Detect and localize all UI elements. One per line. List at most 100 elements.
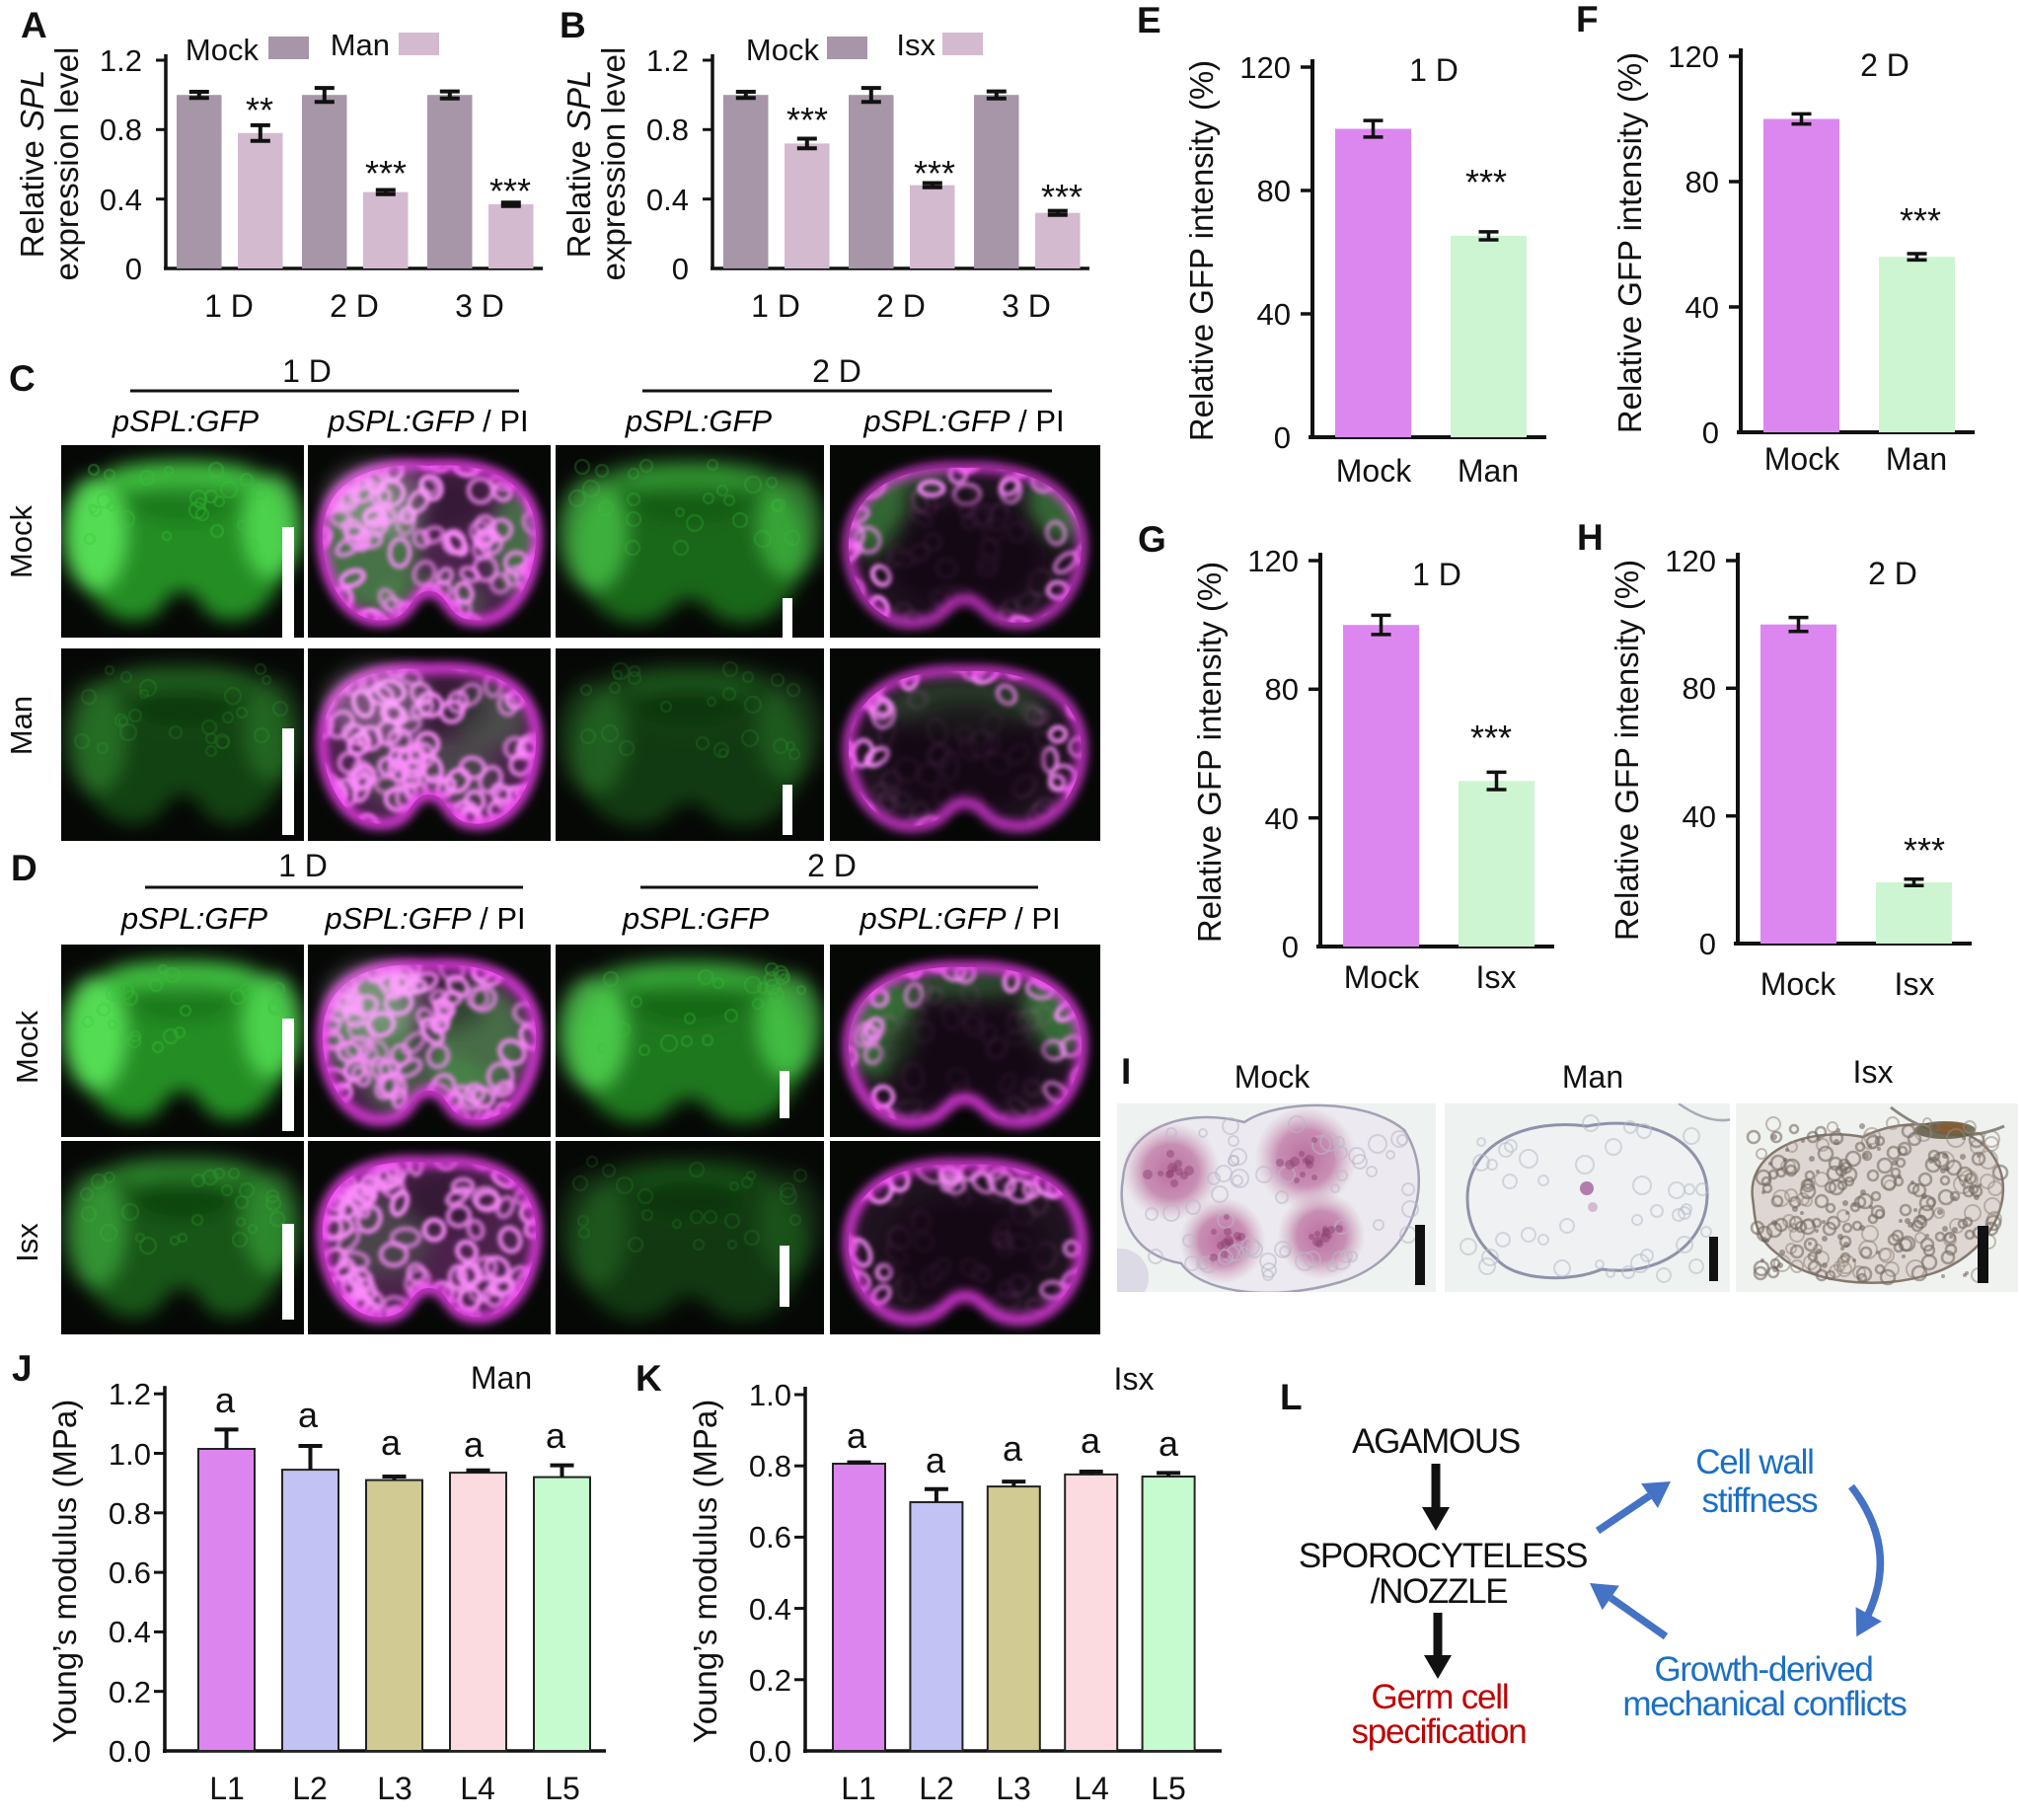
svg-text:L4: L4 — [1074, 1771, 1109, 1806]
svg-text:40: 40 — [1683, 799, 1716, 834]
svg-text:pSPL:GFP / PI: pSPL:GFP / PI — [859, 901, 1060, 936]
svg-text:1.2: 1.2 — [109, 1377, 151, 1411]
svg-text:a: a — [298, 1395, 319, 1435]
svg-text:***: *** — [1904, 830, 1945, 871]
svg-text:L3: L3 — [377, 1771, 412, 1806]
svg-text:2 D: 2 D — [1860, 47, 1909, 83]
svg-text:Mock: Mock — [1764, 441, 1840, 477]
svg-text:Young’s modulus (MPa): Young’s modulus (MPa) — [46, 1400, 83, 1744]
svg-text:Man: Man — [1562, 1059, 1623, 1095]
svg-text:***: *** — [1470, 718, 1512, 758]
svg-text:***: *** — [365, 153, 407, 193]
svg-text:a: a — [381, 1422, 402, 1463]
svg-text:2 D: 2 D — [1868, 556, 1917, 591]
svg-text:a: a — [1081, 1420, 1101, 1461]
svg-text:***: *** — [1041, 177, 1083, 217]
svg-text:C: C — [9, 358, 36, 399]
svg-text:stiffness: stiffness — [1702, 1481, 1819, 1520]
svg-text:L1: L1 — [209, 1771, 245, 1806]
svg-text:1.0: 1.0 — [109, 1437, 151, 1472]
svg-text:Mock: Mock — [186, 33, 260, 67]
svg-text:Relative SPL: Relative SPL — [14, 70, 50, 259]
svg-text:Man: Man — [1886, 441, 1947, 477]
svg-text:G: G — [1138, 519, 1166, 560]
svg-text:***: *** — [786, 100, 828, 140]
svg-text:F: F — [1576, 0, 1599, 39]
svg-text:***: *** — [489, 171, 531, 211]
svg-text:40: 40 — [1257, 297, 1291, 332]
svg-text:a: a — [847, 1415, 867, 1456]
svg-text:L2: L2 — [292, 1771, 328, 1806]
svg-text:Man: Man — [471, 1360, 532, 1396]
svg-text:pSPL:GFP: pSPL:GFP — [625, 404, 772, 438]
svg-text:2 D: 2 D — [807, 848, 857, 883]
svg-text:a: a — [546, 1415, 566, 1456]
svg-text:120: 120 — [1247, 544, 1299, 578]
svg-text:L5: L5 — [1151, 1771, 1186, 1806]
svg-text:0.2: 0.2 — [749, 1663, 791, 1698]
svg-text:0.8: 0.8 — [749, 1449, 791, 1483]
svg-text:**: ** — [246, 90, 273, 130]
svg-text:Relative GFP intensity (%): Relative GFP intensity (%) — [1611, 52, 1648, 433]
svg-text:Mock: Mock — [1760, 966, 1836, 1002]
svg-text:Isx: Isx — [10, 1223, 44, 1262]
svg-text:Man: Man — [4, 696, 38, 755]
svg-text:0.0: 0.0 — [749, 1734, 791, 1769]
svg-text:pSPL:GFP / PI: pSPL:GFP / PI — [862, 404, 1064, 438]
svg-text:L4: L4 — [460, 1771, 495, 1806]
svg-text:0.8: 0.8 — [646, 113, 689, 147]
svg-text:***: *** — [1900, 200, 1941, 241]
svg-text:0.2: 0.2 — [109, 1675, 151, 1709]
svg-text:Cell wall: Cell wall — [1695, 1443, 1814, 1481]
svg-text:Relative GFP intensity (%): Relative GFP intensity (%) — [1609, 560, 1645, 941]
svg-text:1.0: 1.0 — [749, 1378, 791, 1412]
svg-text:1 D: 1 D — [1412, 557, 1461, 592]
svg-text:80: 80 — [1683, 671, 1716, 706]
svg-text:80: 80 — [1265, 672, 1299, 707]
svg-text:120: 120 — [1665, 544, 1716, 578]
svg-text:expression level: expression level — [595, 47, 632, 281]
svg-text:0.4: 0.4 — [109, 1615, 151, 1649]
svg-text:pSPL:GFP: pSPL:GFP — [112, 404, 259, 438]
svg-text:Young’s modulus (MPa): Young’s modulus (MPa) — [687, 1400, 723, 1744]
svg-text:Mock: Mock — [10, 1010, 44, 1084]
svg-text:/NOZZLE: /NOZZLE — [1371, 1572, 1508, 1611]
svg-text:L: L — [1280, 1377, 1303, 1417]
svg-text:0.4: 0.4 — [100, 183, 142, 217]
svg-text:L1: L1 — [841, 1771, 876, 1806]
svg-text:0.8: 0.8 — [109, 1496, 151, 1531]
svg-text:120: 120 — [1239, 50, 1291, 85]
svg-text:specification: specification — [1351, 1712, 1526, 1751]
svg-text:Man: Man — [331, 28, 390, 62]
svg-text:Germ cell: Germ cell — [1372, 1678, 1509, 1716]
svg-text:0.4: 0.4 — [646, 183, 689, 217]
svg-text:L5: L5 — [545, 1771, 580, 1806]
svg-text:Mock: Mock — [1235, 1059, 1310, 1095]
svg-text:SPOROCYTELESS: SPOROCYTELESS — [1299, 1537, 1587, 1575]
svg-text:Isx: Isx — [896, 28, 936, 62]
svg-text:Isx: Isx — [1853, 1054, 1894, 1090]
svg-text:80: 80 — [1257, 174, 1291, 208]
svg-text:L3: L3 — [996, 1771, 1031, 1806]
svg-text:Mock: Mock — [4, 504, 38, 578]
svg-text:B: B — [560, 5, 586, 45]
svg-text:0.6: 0.6 — [109, 1555, 151, 1590]
svg-text:0.4: 0.4 — [749, 1592, 791, 1627]
svg-text:J: J — [12, 1348, 33, 1389]
svg-text:2 D: 2 D — [812, 353, 861, 389]
svg-text:1 D: 1 D — [278, 848, 328, 883]
svg-text:pSPL:GFP / PI: pSPL:GFP / PI — [327, 404, 528, 438]
svg-text:pSPL:GFP / PI: pSPL:GFP / PI — [324, 901, 525, 936]
svg-text:0.6: 0.6 — [749, 1520, 791, 1555]
svg-text:0.8: 0.8 — [100, 113, 142, 147]
svg-text:0: 0 — [1699, 927, 1716, 961]
svg-text:E: E — [1137, 0, 1161, 40]
svg-text:Relative SPL: Relative SPL — [561, 70, 597, 259]
svg-text:2 D: 2 D — [330, 288, 379, 324]
svg-text:A: A — [21, 5, 47, 45]
svg-text:3 D: 3 D — [1002, 288, 1051, 324]
svg-text:Isx: Isx — [1895, 966, 1935, 1002]
svg-text:I: I — [1121, 1051, 1131, 1092]
svg-text:L2: L2 — [919, 1771, 954, 1806]
svg-text:pSPL:GFP: pSPL:GFP — [120, 901, 267, 936]
